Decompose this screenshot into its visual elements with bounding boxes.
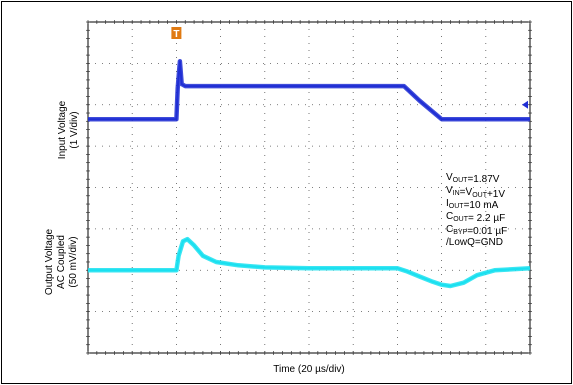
annotation-subscript: IN bbox=[453, 190, 460, 197]
input-voltage-scale-label: (1 V/div) bbox=[69, 111, 80, 148]
annotation-text: C bbox=[446, 224, 453, 235]
output-voltage-trace-core bbox=[88, 238, 531, 287]
annotation-line: /LowQ=GND bbox=[446, 237, 503, 248]
annotation-line: VOUT=1.87V bbox=[446, 172, 500, 185]
annotation-text: = 2.2 µF bbox=[468, 213, 505, 224]
annotation-text: =10 mA bbox=[464, 200, 499, 211]
annotation-line: VIN=VOUT+1V bbox=[446, 185, 505, 200]
annotation-line: CBYP=0.01 µF bbox=[446, 224, 507, 237]
annotation-text: I bbox=[446, 198, 449, 209]
reference-level-arrow bbox=[522, 100, 528, 109]
markers: T bbox=[171, 27, 528, 109]
grid bbox=[86, 20, 532, 355]
annotation-text: +1V bbox=[487, 189, 505, 200]
annotation-line: IOUT=10 mA bbox=[446, 198, 499, 211]
trigger-marker: T bbox=[171, 27, 182, 40]
annotation-text: V bbox=[446, 172, 453, 183]
input-voltage-trace-core bbox=[88, 60, 530, 121]
annotation-text: =V bbox=[460, 187, 473, 198]
annotation-line: COUT= 2.2 µF bbox=[446, 211, 505, 224]
annotation-subscript: BYP bbox=[453, 229, 467, 236]
annotation-text: V bbox=[446, 185, 453, 196]
x-axis-label: Time (20 µs/div) bbox=[273, 364, 345, 375]
trigger-marker-label: T bbox=[173, 29, 179, 40]
annotation-subscript: OUT bbox=[472, 192, 488, 199]
annotation-text: =1.87V bbox=[467, 174, 499, 185]
annotation-subscript: OUT bbox=[453, 177, 469, 184]
annotation-text: /LowQ=GND bbox=[446, 237, 503, 248]
annotation-subscript: OUT bbox=[453, 216, 469, 223]
trigger-marker-body bbox=[171, 27, 182, 39]
input-voltage-label: Input Voltage bbox=[57, 100, 68, 159]
annotation-text: C bbox=[446, 211, 453, 222]
ac-coupled-label: AC Coupled bbox=[56, 235, 67, 289]
annotation-subscript: OUT bbox=[449, 203, 465, 210]
annotation-text: =0.01 µF bbox=[467, 226, 507, 237]
output-voltage-scale-label: (50 mV/div) bbox=[68, 236, 79, 287]
output-voltage-label: Output Voltage bbox=[44, 228, 55, 295]
traces bbox=[88, 59, 531, 289]
